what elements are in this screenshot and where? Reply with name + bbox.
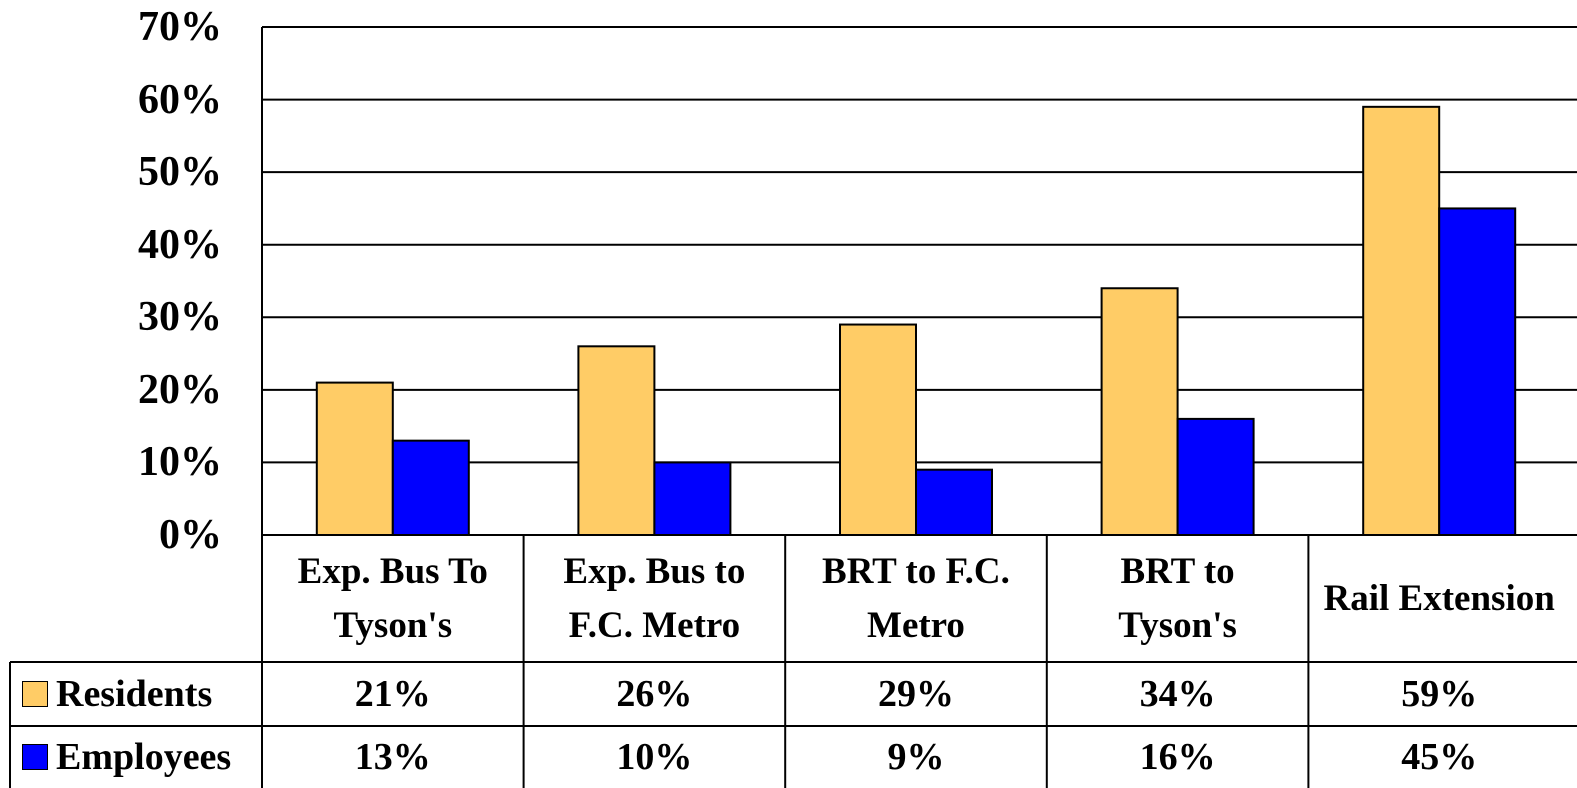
bar: [839, 323, 917, 536]
y-tick-label: 10%: [138, 439, 222, 486]
table-value: 59%: [1401, 673, 1478, 715]
table-value: 34%: [1139, 673, 1216, 715]
legend-key: [22, 681, 48, 707]
legend-entry: Employees: [22, 726, 231, 788]
x-tick-label: BRT to F.C. Metro: [822, 550, 1010, 646]
legend-key: [22, 744, 48, 770]
table-value: 13%: [354, 736, 431, 778]
bar: [577, 345, 656, 537]
y-tick-label: 30%: [138, 294, 222, 341]
bar: [1176, 417, 1255, 536]
y-tick-label: 60%: [138, 76, 222, 123]
x-tick-label: Exp. Bus To Tyson's: [297, 550, 488, 646]
bar: [915, 468, 993, 536]
table-value: 29%: [877, 673, 954, 715]
y-tick-label: 20%: [138, 366, 222, 413]
x-tick-label: Exp. Bus to F.C. Metro: [563, 550, 746, 646]
bar: [315, 381, 394, 536]
y-tick-label: 50%: [138, 149, 222, 196]
x-tick-label: BRT to Tyson's: [1118, 550, 1237, 646]
y-tick-label: 70%: [138, 4, 222, 50]
y-tick-label: 0%: [159, 512, 222, 558]
table-value: 9%: [887, 736, 945, 778]
legend-entry: Residents: [22, 662, 212, 726]
table-value: 45%: [1401, 736, 1478, 778]
table-value: 26%: [616, 673, 693, 715]
legend-label: Residents: [56, 673, 213, 715]
bar: [1362, 105, 1441, 536]
table-value: 21%: [354, 673, 431, 715]
bar: [653, 461, 732, 536]
x-tick-label: Rail Extension: [1323, 577, 1555, 619]
table-value: 10%: [616, 736, 693, 778]
bar: [1100, 287, 1179, 536]
table-value: 16%: [1139, 736, 1216, 778]
legend-label: Employees: [56, 736, 232, 778]
bar: [391, 439, 470, 536]
bar: [1438, 207, 1517, 537]
y-tick-label: 40%: [138, 221, 222, 268]
